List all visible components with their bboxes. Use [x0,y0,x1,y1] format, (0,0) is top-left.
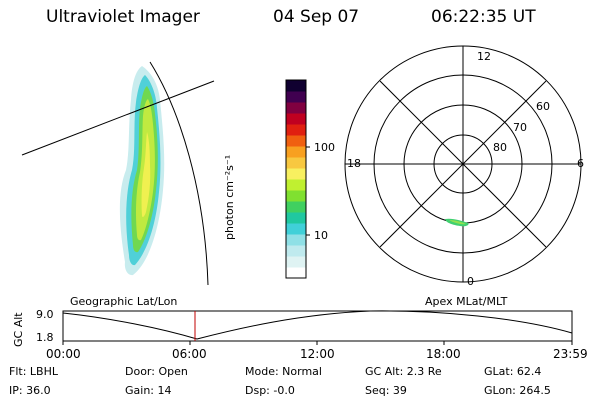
polar-label-0: 0 [467,275,474,288]
colorbar-segment [286,234,306,246]
observation-date: 04 Sep 07 [273,7,360,27]
x-tick-1800: 18:00 [426,347,461,361]
x-tick-0000: 00:00 [46,347,81,361]
colorbar-segment [286,113,306,125]
footer-filter: Flt: LBHL [9,365,58,378]
colorbar-segment [286,245,306,257]
footer-dsp: Dsp: -0.0 [245,384,295,397]
footer-door: Door: Open [125,365,188,378]
colorbar-segment [286,256,306,268]
altitude-ylabel: GC Alt [12,312,25,347]
geographic-label: Geographic Lat/Lon [70,295,178,308]
colorbar-tick-10: 10 [314,229,328,242]
instrument-title: Ultraviolet Imager [46,7,200,27]
intensity-colorbar [286,80,306,279]
colorbar-segment [286,168,306,180]
x-tick-2359: 23:59 [553,347,588,361]
polar-label-6: 6 [577,157,584,170]
colorbar-unit-label: photon cm⁻²s⁻¹ [223,154,236,240]
altitude-y-top: 1.8 [36,331,54,344]
x-tick-0600: 06:00 [172,347,207,361]
colorbar-segment [286,157,306,169]
colorbar-segment [286,212,306,224]
colorbar-segment [286,201,306,213]
colorbar-segment [286,223,306,235]
footer-gain: Gain: 14 [125,384,172,397]
colorbar-segment [286,135,306,147]
polar-lat-80: 80 [493,141,507,154]
colorbar-segment [286,146,306,158]
polar-label-12: 12 [477,50,491,63]
colorbar-segment [286,190,306,202]
x-tick-1200: 12:00 [300,347,335,361]
colorbar-segment [286,80,306,92]
footer-ip: IP: 36.0 [9,384,51,397]
colorbar-segment [286,91,306,103]
observation-time: 06:22:35 UT [431,7,536,27]
footer-glon: GLon: 264.5 [484,384,551,397]
footer-seq: Seq: 39 [365,384,407,397]
footer-mode: Mode: Normal [245,365,322,378]
footer-gc-alt: GC Alt: 2.3 Re [365,365,442,378]
colorbar-segment [286,102,306,114]
polar-mlt-plot [344,45,582,283]
colorbar-tick-100: 100 [314,141,335,154]
geographic-auroral-image [21,61,215,286]
colorbar-segment [286,179,306,191]
colorbar-segment [286,267,306,279]
altitude-y-bottom: 9.0 [36,308,54,321]
polar-lat-70: 70 [513,121,527,134]
footer-glat: GLat: 62.4 [484,365,542,378]
colorbar-segment [286,124,306,136]
altitude-plot [62,310,573,345]
polar-label-18: 18 [347,157,361,170]
apex-label: Apex MLat/MLT [425,295,508,308]
polar-lat-60: 60 [536,100,550,113]
